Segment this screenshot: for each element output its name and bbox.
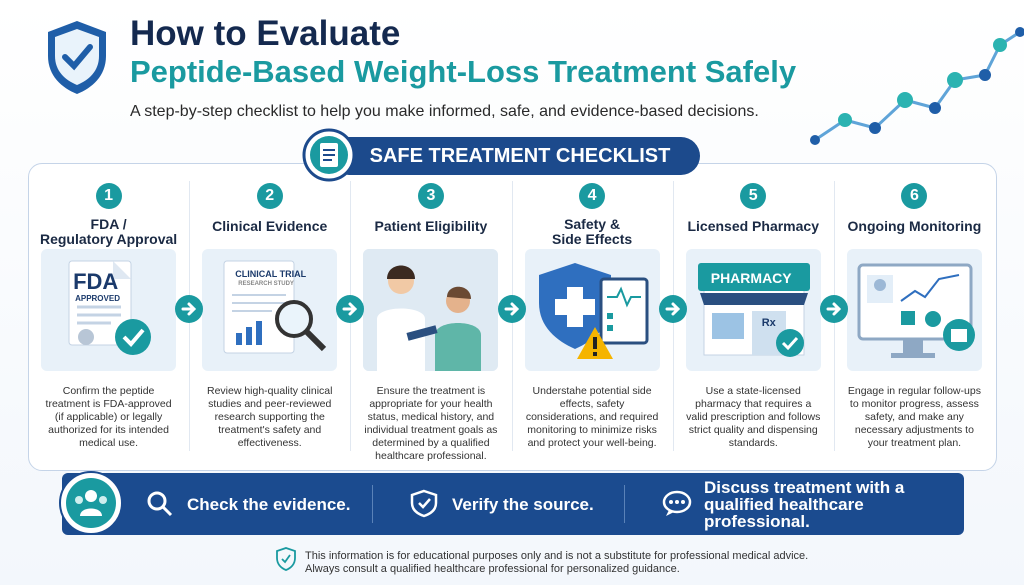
arrow-icon	[826, 302, 841, 316]
disclaimer-shield	[276, 547, 296, 571]
tip: Verify the source.	[410, 473, 630, 535]
team-icon	[59, 471, 123, 535]
step: 1 FDA / Regulatory Approval FDA APPROVED Conf…	[28, 163, 189, 469]
step-illustration	[363, 249, 499, 371]
step-title-line: Ongoing Monitoring	[847, 218, 982, 234]
step-illustration: PHARMACY Rx	[685, 249, 821, 371]
illustration-label: APPROVED	[75, 294, 120, 303]
tip-separator	[624, 485, 625, 523]
step-title-line: Regulatory Approval	[39, 231, 178, 247]
illustration	[363, 249, 499, 371]
step-title-line: Safety &	[564, 216, 621, 232]
shield-logo	[48, 21, 106, 94]
tip-text: Check the evidence.	[187, 494, 351, 514]
arrow	[336, 295, 365, 323]
step: 3 Patient Eligibility Ensure the treatment…	[350, 163, 511, 469]
step: 5 Licensed Pharmacy PHARMACY Rx Use a state-…	[672, 163, 834, 469]
step-title-line: Side Effects	[552, 231, 633, 247]
illustration	[538, 263, 649, 359]
step-title: Clinical Evidence	[189, 219, 350, 234]
arrow	[497, 295, 526, 323]
checklist-title: SAFE TREATMENT CHECKLIST	[330, 137, 700, 175]
step-number: 5	[740, 183, 767, 209]
step-number: 4	[579, 183, 606, 209]
step-description: Understahe potential side effects, safet…	[525, 385, 659, 449]
step-description: Review high-quality clinical studies and…	[206, 385, 333, 449]
tip-text: Discuss treatment with a qualified healt…	[704, 477, 905, 531]
step-number: 6	[901, 183, 928, 209]
step: 4 Safety & Side Effects Understahe potentia…	[511, 163, 673, 469]
tagline: A step-by-step checklist to help you mak…	[130, 103, 759, 120]
arrow-icon	[665, 302, 680, 316]
arrow-icon	[181, 302, 197, 316]
illustration-label: CLINICAL TRIAL	[235, 269, 307, 279]
disclaimer-line: Always consult a qualified healthcare pr…	[305, 563, 680, 575]
step-number: 1	[95, 183, 122, 209]
illustration	[857, 263, 975, 358]
title-line2: Peptide-Based Weight-Loss Treatment Safe…	[130, 54, 797, 89]
illustration-label: RESEARCH STUDY	[238, 281, 294, 287]
step-description: Confirm the peptide treatment is FDA-app…	[45, 385, 172, 449]
arrow	[658, 295, 687, 323]
step-title: Licensed Pharmacy	[673, 219, 834, 234]
title: How to Evaluate	[130, 14, 401, 53]
arrow	[819, 295, 848, 323]
step-number: 2	[256, 183, 283, 209]
illustration-label: PHARMACY	[710, 270, 792, 286]
step-description: Engage in regular follow-ups to monitor …	[847, 385, 981, 449]
step: 6 Ongoing Monitoring Engage in regular fol…	[833, 163, 995, 469]
illustration-label: FDA	[73, 269, 119, 294]
arrow-icon	[342, 302, 358, 316]
step-number: 3	[417, 183, 444, 209]
step-title-line: Licensed Pharmacy	[687, 218, 819, 234]
illustration	[697, 263, 810, 357]
illustration-label: Rx	[761, 317, 776, 329]
arrow-icon	[504, 302, 519, 316]
step-title: Patient Eligibility	[350, 219, 511, 234]
tip: Check the evidence.	[145, 473, 365, 535]
step-illustration	[846, 249, 982, 371]
tips-bar	[62, 473, 964, 535]
step-illustration: CLINICAL TRIAL RESEARCH STUDY	[202, 249, 338, 371]
step-description: Ensure the treatment is appropriate for …	[364, 385, 498, 462]
tip-text: Verify the source.	[452, 494, 594, 514]
step-illustration	[524, 249, 660, 371]
clipboard-icon	[302, 128, 356, 182]
step-title: Safety & Side Effects	[512, 217, 673, 247]
tip: Discuss treatment with a qualified healt…	[662, 473, 962, 535]
step-title-line: Patient Eligibility	[374, 218, 488, 234]
illustration	[223, 260, 327, 354]
step-title-line: FDA /	[90, 216, 127, 232]
arrow	[175, 295, 204, 323]
tip-icon	[410, 489, 438, 518]
step-title: FDA / Regulatory Approval	[28, 217, 189, 247]
tip-separator	[372, 485, 373, 523]
tip-icon	[662, 490, 692, 516]
step-illustration: FDA APPROVED	[41, 249, 177, 371]
step: 2 Clinical Evidence CLINICAL TRIAL RESEARCH…	[189, 163, 350, 469]
step-title-line: Clinical Evidence	[212, 218, 328, 234]
step-title: Ongoing Monitoring	[834, 219, 995, 234]
molecule-decoration	[810, 27, 1024, 145]
disclaimer-line: This information is for educational purp…	[305, 550, 809, 562]
illustration	[68, 260, 152, 355]
step-description: Use a state-licensed pharmacy that requi…	[686, 385, 821, 449]
tip-icon	[147, 491, 173, 517]
